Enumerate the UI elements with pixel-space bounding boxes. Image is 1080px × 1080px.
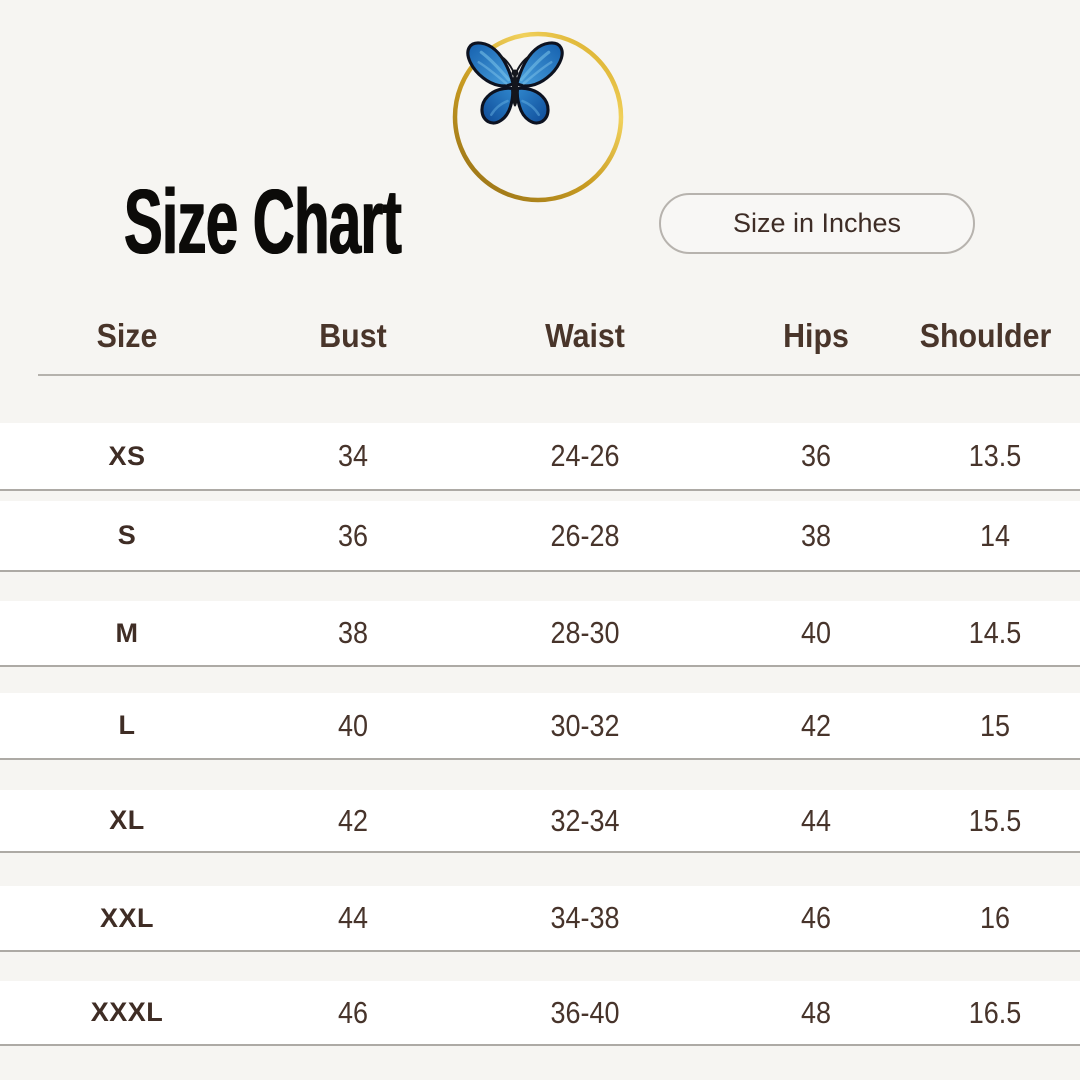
bust-cell: 40 [337,707,368,743]
size-cell: M [115,617,139,648]
table-row-xxl: XXL 44 34-38 46 16 [0,886,1080,952]
shoulder-cell: 14.5 [968,615,1022,650]
hips-cell: 42 [800,707,831,743]
waist-cell: 28-30 [550,615,620,650]
waist-cell: 32-34 [550,802,620,838]
header-divider [38,374,1080,376]
bust-cell: 38 [337,615,368,650]
column-header-hips: Hips [783,317,849,354]
size-cell: XXL [99,902,154,933]
shoulder-cell: 16 [979,900,1010,935]
shoulder-cell: 15 [979,707,1010,743]
shoulder-cell: 14 [979,517,1010,553]
hips-cell: 40 [800,615,831,650]
hips-cell: 48 [800,994,831,1030]
waist-cell: 30-32 [550,707,620,743]
waist-cell: 36-40 [550,994,620,1030]
table-row-xl: XL 42 32-34 44 15.5 [0,790,1080,853]
table-row-m: M 38 28-30 40 14.5 [0,601,1080,667]
column-header-waist: Waist [545,317,625,354]
column-header-shoulder: Shoulder [919,317,1052,354]
table-row-xxxl: XXXL 46 36-40 48 16.5 [0,981,1080,1046]
shoulder-cell: 15.5 [968,802,1022,838]
hips-cell: 38 [800,517,831,553]
size-cell: S [117,520,137,550]
table-row-s: S 36 26-28 38 14 [0,501,1080,572]
hips-cell: 44 [800,802,831,838]
hips-cell: 36 [800,438,831,473]
size-cell: XS [108,440,146,471]
page-title: Size Chart [124,171,402,273]
bust-cell: 42 [337,802,368,838]
size-cell: XL [109,805,145,835]
table-row-xs: XS 34 24-26 36 13.5 [0,423,1080,491]
unit-badge[interactable]: Size in Inches [659,193,975,254]
bust-cell: 44 [337,900,368,935]
size-cell: L [118,710,136,740]
gold-ring-icon [452,31,624,203]
shoulder-cell: 16.5 [968,994,1022,1030]
size-cell: XXXL [90,997,164,1027]
table-row-l: L 40 30-32 42 15 [0,693,1080,760]
shoulder-cell: 13.5 [968,438,1022,473]
table-header-row: Size Bust Waist Hips Shoulder [0,310,1080,362]
waist-cell: 24-26 [550,438,620,473]
logo-badge [452,31,624,203]
hips-cell: 46 [800,900,831,935]
column-header-bust: Bust [319,317,387,354]
waist-cell: 26-28 [550,517,620,553]
column-header-size: Size [96,317,158,354]
butterfly-icon [466,41,564,125]
bust-cell: 34 [337,438,368,473]
bust-cell: 36 [337,517,368,553]
unit-badge-label: Size in Inches [732,208,902,238]
waist-cell: 34-38 [550,900,620,935]
bust-cell: 46 [337,994,368,1030]
